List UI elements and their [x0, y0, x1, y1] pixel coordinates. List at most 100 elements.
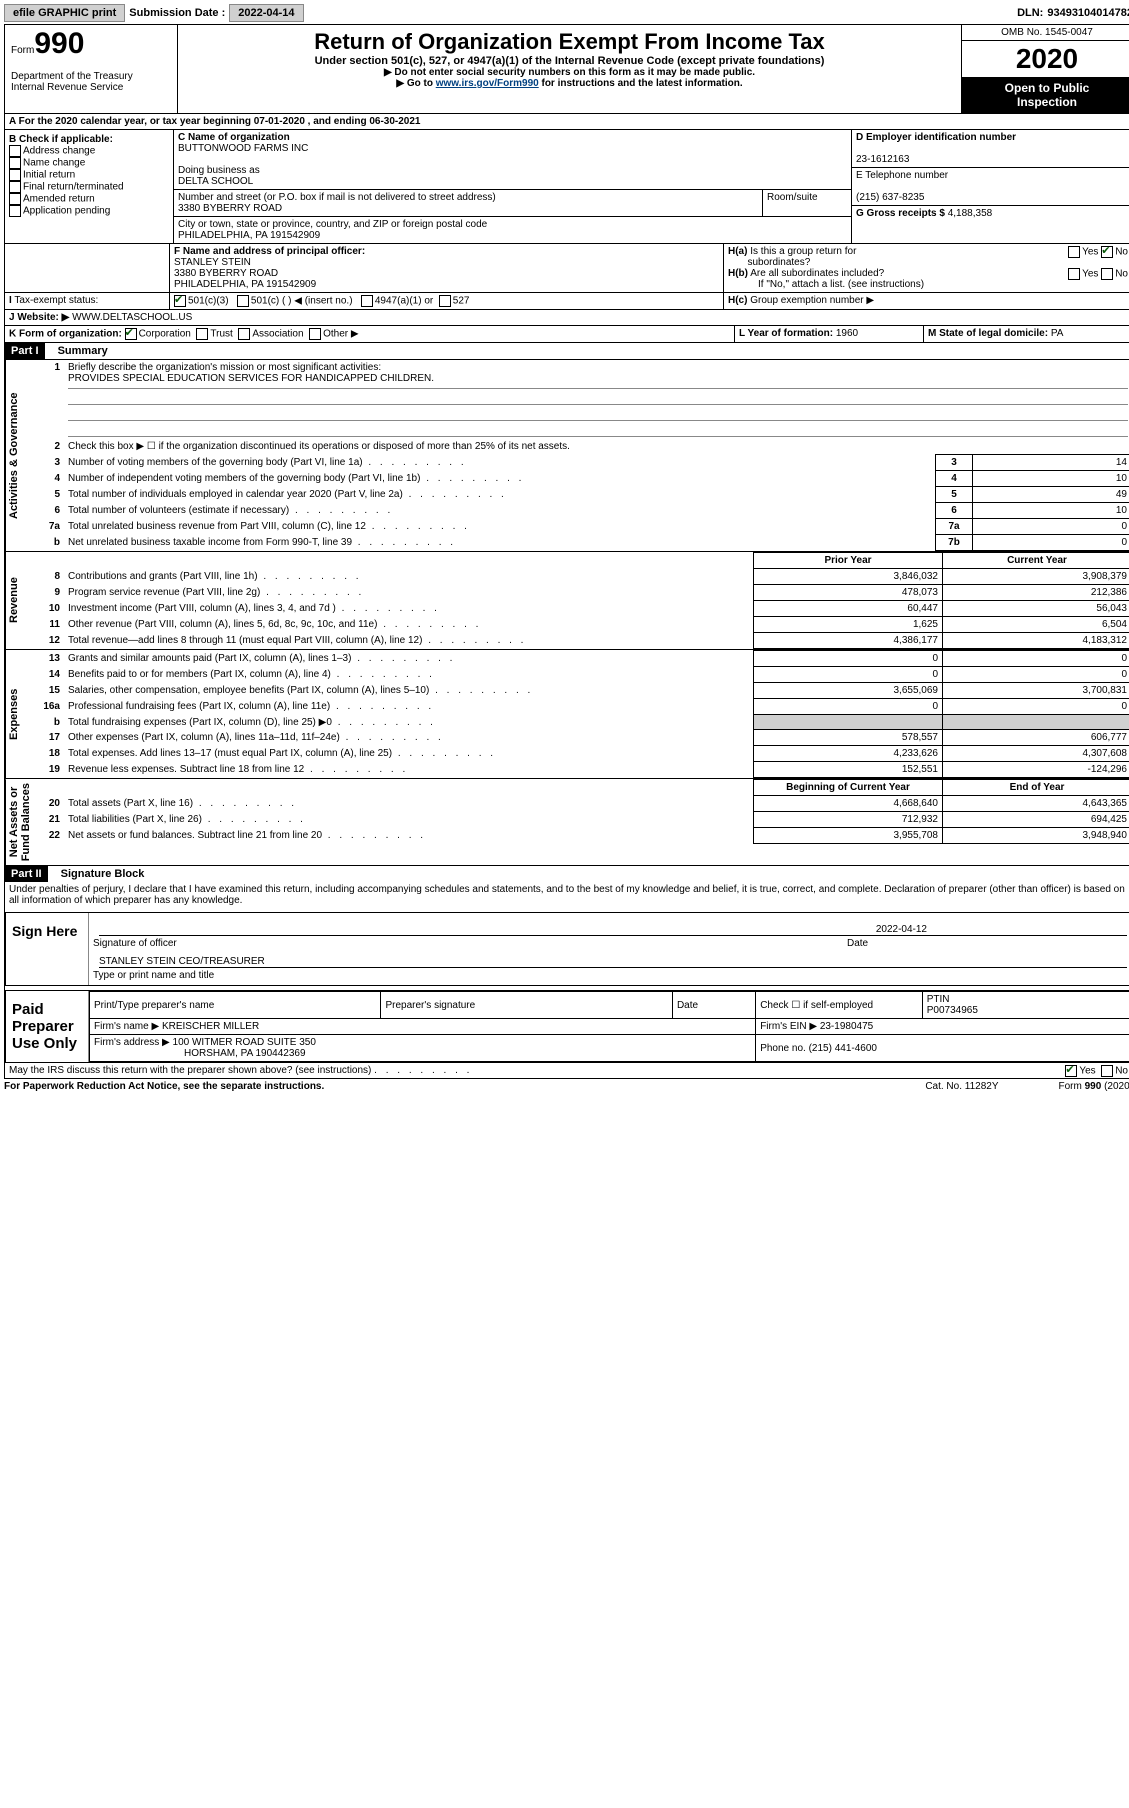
line-box: 4 — [936, 471, 973, 487]
current-value: 3,948,940 — [943, 828, 1129, 844]
perjury-text: Under penalties of perjury, I declare th… — [5, 882, 1129, 908]
netassets-section: Net Assets or Fund Balances Beginning of… — [5, 779, 1129, 866]
dba-label: Doing business as — [178, 165, 260, 176]
box-f-label: F Name and address of principal officer: — [174, 246, 365, 257]
hb-no[interactable] — [1101, 268, 1113, 280]
line-value: 0 — [973, 519, 1129, 535]
tax-year: 2020 — [962, 41, 1129, 77]
label-corp: Corporation — [139, 329, 191, 340]
vert-expenses: Expenses — [5, 650, 32, 778]
line-text: Total revenue—add lines 8 through 11 (mu… — [64, 633, 754, 649]
line-num: b — [32, 715, 64, 730]
check-corp[interactable] — [125, 328, 137, 340]
sig-officer-label: Signature of officer — [93, 938, 847, 949]
sig-date: 2022-04-12 — [876, 924, 927, 935]
check-app-pending[interactable] — [9, 205, 21, 217]
officer-row: F Name and address of principal officer:… — [5, 244, 1129, 293]
check-addr-change[interactable] — [9, 145, 21, 157]
prior-value: 4,386,177 — [754, 633, 943, 649]
prior-value — [754, 715, 943, 730]
line-num: 11 — [32, 617, 64, 633]
prior-value: 3,655,069 — [754, 683, 943, 699]
ha-no[interactable] — [1101, 246, 1113, 258]
check-501c3[interactable] — [174, 295, 186, 307]
pra-notice: For Paperwork Reduction Act Notice, see … — [4, 1081, 925, 1092]
discuss-yes[interactable] — [1065, 1065, 1077, 1077]
hc-text: Group exemption number ▶ — [750, 295, 874, 306]
line-text: Number of voting members of the governin… — [64, 455, 936, 471]
check-name-change[interactable] — [9, 157, 21, 169]
current-value: 6,504 — [943, 617, 1129, 633]
line-num: b — [32, 535, 64, 551]
sig-date-label: Date — [847, 938, 1127, 949]
vert-netassets: Net Assets or Fund Balances — [5, 779, 32, 865]
prior-value: 578,557 — [754, 730, 943, 746]
irs-link[interactable]: www.irs.gov/Form990 — [436, 78, 539, 89]
box-m-label: M State of legal domicile: — [928, 328, 1048, 339]
hb-yes[interactable] — [1068, 268, 1080, 280]
line-num: 17 — [32, 730, 64, 746]
mission-text: PROVIDES SPECIAL EDUCATION SERVICES FOR … — [68, 373, 1128, 389]
check-other[interactable] — [309, 328, 321, 340]
line-box: 7b — [936, 535, 973, 551]
discuss-no[interactable] — [1101, 1065, 1113, 1077]
omb-number: OMB No. 1545-0047 — [962, 25, 1129, 41]
officer-name: STANLEY STEIN — [174, 257, 251, 268]
line-num: 18 — [32, 746, 64, 762]
vert-revenue: Revenue — [5, 552, 32, 649]
firm-ein: 23-1980475 — [820, 1021, 873, 1032]
discuss-row: May the IRS discuss this return with the… — [5, 1063, 1129, 1078]
line-num: 10 — [32, 601, 64, 617]
check-4947[interactable] — [361, 295, 373, 307]
ha-yes[interactable] — [1068, 246, 1080, 258]
part2-header-row: Part II Signature Block — [5, 866, 1129, 882]
current-value: 4,183,312 — [943, 633, 1129, 649]
line-num: 9 — [32, 585, 64, 601]
dln-value: 93493104014782 — [1047, 7, 1129, 19]
label-final: Final return/terminated — [23, 182, 124, 193]
prior-value: 4,233,626 — [754, 746, 943, 762]
line-box: 6 — [936, 503, 973, 519]
instruction-1: ▶ Do not enter social security numbers o… — [182, 67, 957, 78]
check-initial[interactable] — [9, 169, 21, 181]
period-text: For the 2020 calendar year, or tax year … — [19, 116, 421, 127]
h-note: If "No," attach a list. (see instruction… — [728, 279, 1128, 290]
subm-label: Submission Date : — [129, 7, 225, 19]
line-value: 10 — [973, 471, 1129, 487]
q1-text: Briefly describe the organization's miss… — [68, 362, 381, 373]
box-b-label: B Check if applicable: — [9, 134, 169, 145]
org-name: BUTTONWOOD FARMS INC — [178, 143, 308, 154]
prep-sig-label: Preparer's signature — [381, 992, 672, 1019]
label-trust: Trust — [210, 329, 232, 340]
hb-text: Are all subordinates included? — [750, 268, 884, 279]
box-k-label: K Form of organization: — [9, 329, 122, 340]
line-text: Benefits paid to or for members (Part IX… — [64, 667, 754, 683]
check-amended[interactable] — [9, 193, 21, 205]
check-trust[interactable] — [196, 328, 208, 340]
officer-addr2: PHILADELPHIA, PA 191542909 — [174, 279, 316, 290]
efile-button[interactable]: efile GRAPHIC print — [4, 4, 125, 22]
check-assoc[interactable] — [238, 328, 250, 340]
check-501c[interactable] — [237, 295, 249, 307]
col-prior: Prior Year — [754, 553, 943, 569]
firm-name: KREISCHER MILLER — [162, 1021, 259, 1032]
line-num: 12 — [32, 633, 64, 649]
line-box: 7a — [936, 519, 973, 535]
box-c: C Name of organization BUTTONWOOD FARMS … — [174, 130, 851, 243]
current-value: 56,043 — [943, 601, 1129, 617]
revenue-section: Revenue Prior Year Current Year 8 Contri… — [5, 552, 1129, 650]
label-501c3: 501(c)(3) — [188, 296, 229, 307]
current-value: 4,643,365 — [943, 796, 1129, 812]
firm-addr1: 100 WITMER ROAD SUITE 350 — [173, 1037, 316, 1048]
label-name-change: Name change — [23, 158, 85, 169]
street-addr: 3380 BYBERRY ROAD — [178, 203, 282, 214]
check-final[interactable] — [9, 181, 21, 193]
tax-exempt-label: Tax-exempt status: — [14, 295, 98, 306]
vert-governance: Activities & Governance — [5, 360, 32, 551]
current-value: 694,425 — [943, 812, 1129, 828]
form-subtitle: Under section 501(c), 527, or 4947(a)(1)… — [182, 55, 957, 67]
check-527[interactable] — [439, 295, 451, 307]
current-value: 0 — [943, 667, 1129, 683]
label-amended: Amended return — [23, 194, 95, 205]
line-text: Other expenses (Part IX, column (A), lin… — [64, 730, 754, 746]
